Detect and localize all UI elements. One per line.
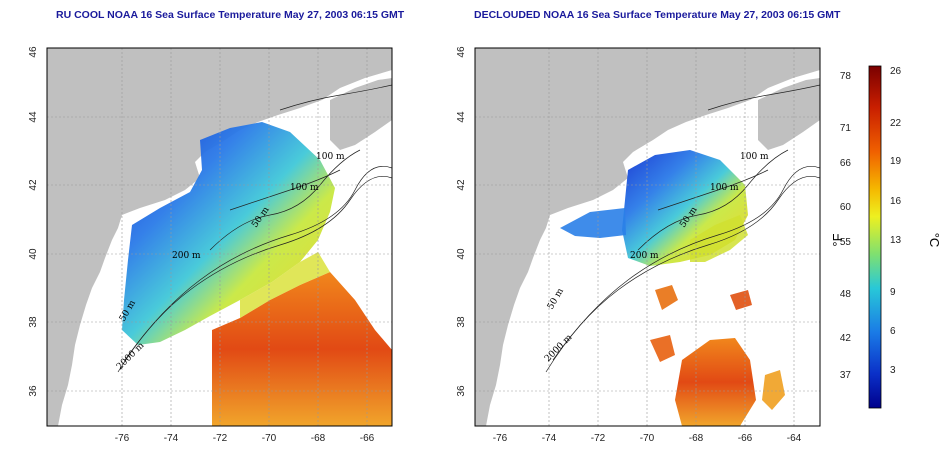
fahrenheit-tick-label: 42	[840, 333, 852, 344]
right-x-tick-label: -70	[640, 433, 655, 444]
left-y-tick-label: 38	[28, 316, 39, 328]
celsius-tick-label: 3	[890, 365, 896, 376]
celsius-tick-label: 13	[890, 235, 902, 246]
left-map: 100 m 100 m 50 m 200 m 50 m 2000 m 46 44…	[28, 46, 393, 444]
right-sst-mid-region	[690, 215, 748, 262]
right-x-tick-label: -72	[591, 433, 606, 444]
left-x-tick-label: -66	[360, 433, 375, 444]
left-contour-label: 200 m	[172, 251, 201, 261]
left-x-axis: -76 -74 -72 -70 -68 -66	[115, 433, 375, 444]
left-y-tick-label: 44	[28, 111, 39, 123]
right-y-tick-label: 36	[456, 385, 467, 397]
left-map-title: RU COOL NOAA 16 Sea Surface Temperature …	[56, 9, 405, 21]
left-map-frame	[46, 47, 393, 427]
colorbar: 78 71 66 60 55 48 42 37 26 22 19 16 13 9…	[830, 65, 942, 409]
left-x-tick-label: -72	[213, 433, 228, 444]
fahrenheit-unit-label: °F	[830, 233, 845, 246]
right-x-tick-label: -76	[493, 433, 508, 444]
celsius-tick-label: 16	[890, 196, 902, 207]
left-y-tick-label: 46	[28, 46, 39, 58]
celsius-tick-label: 6	[890, 326, 896, 337]
celsius-unit-label: °C	[927, 233, 942, 248]
celsius-tick-label: 22	[890, 118, 902, 129]
fahrenheit-tick-label: 60	[840, 202, 852, 213]
fahrenheit-tick-label: 71	[840, 123, 852, 134]
right-sst-warm-patch	[655, 285, 678, 310]
left-sst-warm-region	[212, 272, 392, 426]
left-y-tick-label: 36	[28, 385, 39, 397]
celsius-tick-label: 9	[890, 287, 896, 298]
right-sst-west-patch	[560, 208, 626, 238]
fahrenheit-tick-label: 37	[840, 370, 852, 381]
colorbar-celsius-ticks: 26 22 19 16 13 9 6 3	[890, 66, 902, 376]
right-land-nova-scotia	[758, 78, 820, 150]
fahrenheit-tick-label: 78	[840, 71, 852, 82]
left-x-tick-label: -74	[164, 433, 179, 444]
right-land-mass	[475, 48, 820, 426]
right-sst-warm-patch	[762, 370, 785, 410]
right-y-tick-label: 44	[456, 111, 467, 123]
right-x-tick-label: -68	[689, 433, 704, 444]
left-x-tick-label: -76	[115, 433, 130, 444]
left-x-tick-label: -68	[311, 433, 326, 444]
fahrenheit-tick-label: 48	[840, 289, 852, 300]
right-y-tick-label: 40	[456, 248, 467, 260]
right-map-frame	[474, 47, 821, 427]
right-x-tick-label: -66	[738, 433, 753, 444]
left-land-nova-scotia	[330, 78, 392, 150]
left-contours	[117, 84, 392, 373]
left-gridlines	[47, 48, 392, 426]
colorbar-gradient	[868, 65, 882, 409]
left-x-tick-label: -70	[262, 433, 277, 444]
colorbar-fahrenheit-ticks: 78 71 66 60 55 48 42 37	[840, 71, 852, 381]
right-y-tick-label: 38	[456, 316, 467, 328]
fahrenheit-tick-label: 55	[840, 237, 852, 248]
left-y-tick-label: 42	[28, 179, 39, 191]
right-contours	[545, 84, 820, 373]
right-contour-label: 100 m	[710, 183, 739, 193]
right-map-title: DECLOUDED NOAA 16 Sea Surface Temperatur…	[474, 9, 841, 21]
right-sst-warm-patch	[675, 338, 756, 426]
celsius-tick-label: 19	[890, 156, 902, 167]
right-sst-warm-patch	[650, 335, 675, 362]
celsius-tick-label: 26	[890, 66, 902, 77]
right-y-tick-label: 42	[456, 179, 467, 191]
fahrenheit-tick-label: 66	[840, 158, 852, 169]
right-contour-label: 200 m	[630, 251, 659, 261]
right-x-tick-label: -64	[787, 433, 802, 444]
right-map: 100 m 100 m 50 m 200 m 50 m 2000 m 46 44…	[456, 46, 821, 444]
left-land-mass	[47, 48, 392, 426]
right-gridlines	[475, 48, 820, 426]
left-y-axis: 46 44 42 40 38 36	[28, 46, 39, 397]
right-contour-label: 100 m	[740, 152, 769, 162]
left-contour-label: 100 m	[290, 183, 319, 193]
left-y-tick-label: 40	[28, 248, 39, 260]
left-contour-label: 100 m	[316, 152, 345, 162]
right-y-axis: 46 44 42 40 38 36	[456, 46, 467, 397]
right-x-axis: -76 -74 -72 -70 -68 -66 -64	[493, 433, 802, 444]
right-sst-warm-patch	[730, 290, 752, 310]
right-x-tick-label: -74	[542, 433, 557, 444]
right-y-tick-label: 46	[456, 46, 467, 58]
left-sst-mid-region	[240, 252, 330, 318]
